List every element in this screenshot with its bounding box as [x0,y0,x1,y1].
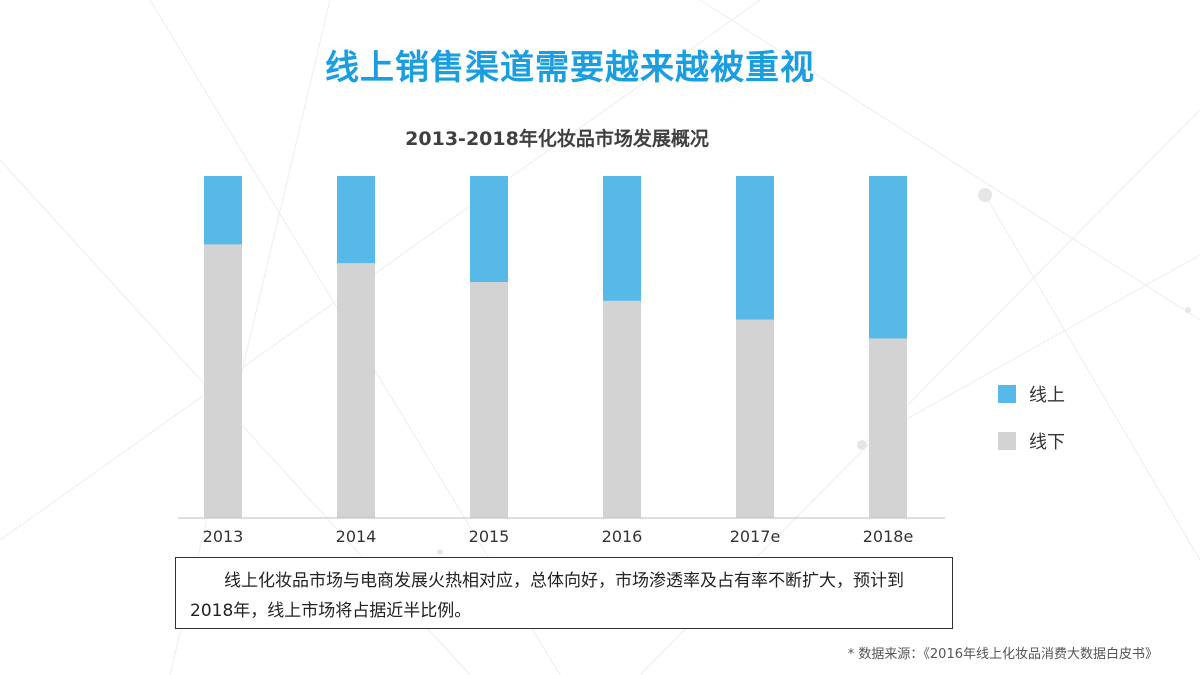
page-title: 线上销售渠道需要越来越被重视 [325,48,815,88]
bar-offline-2018e [869,338,907,518]
bar-offline-2013 [204,244,242,518]
bar-offline-2014 [337,263,375,518]
summary-note: 线上化妆品市场与电商发展火热相对应，总体向好，市场渗透率及占有率不断扩大，预计到… [175,557,953,629]
data-source: * 数据来源：《2016年线上化妆品消费大数据白皮书》 [847,647,1158,662]
x-tick-label: 2016 [602,527,643,546]
x-tick-label: 2014 [336,527,377,546]
bar-offline-2015 [470,282,508,518]
legend-item-online: 线上 [998,380,1065,408]
chart-title: 2013-2018年化妆品市场发展概况 [405,128,709,150]
legend-label-offline: 线下 [1029,432,1065,453]
bar-online-2014 [337,176,375,264]
x-tick-label: 2017e [730,527,781,546]
bar-online-2013 [204,176,242,245]
bar-online-2015 [470,176,508,283]
bar-offline-2016 [603,300,641,518]
bar-online-2018e [869,176,907,339]
bar-online-2016 [603,176,641,301]
chart-legend: 线上 线下 [998,380,1065,474]
x-tick-label: 2013 [203,527,244,546]
x-tick-label: 2015 [469,527,510,546]
x-tick-label: 2018e [863,527,914,546]
bar-online-2017e [736,176,774,320]
legend-item-offline: 线下 [998,427,1065,455]
bar-offline-2017e [736,319,774,518]
legend-label-online: 线上 [1029,385,1065,406]
legend-swatch-offline [998,432,1016,450]
legend-swatch-online [998,385,1016,403]
